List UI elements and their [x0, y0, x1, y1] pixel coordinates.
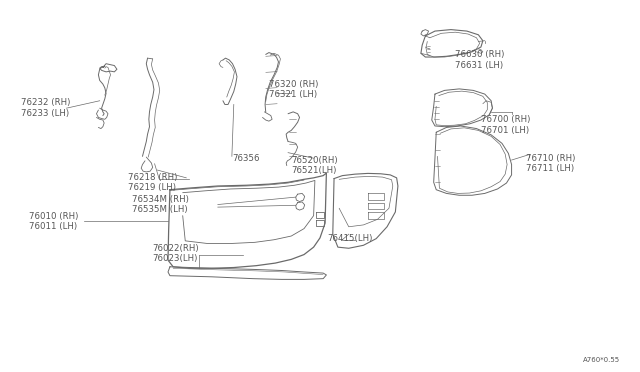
Text: A760*0.55: A760*0.55 [583, 357, 620, 363]
Text: 76700 (RH)
76701 (LH): 76700 (RH) 76701 (LH) [481, 115, 531, 135]
Text: 76710 (RH)
76711 (LH): 76710 (RH) 76711 (LH) [525, 154, 575, 173]
Text: 76218 (RH)
76219 (LH): 76218 (RH) 76219 (LH) [129, 173, 178, 192]
Text: 76520(RH)
76521(LH): 76520(RH) 76521(LH) [291, 156, 338, 175]
Text: 76534M (RH)
76535M (LH): 76534M (RH) 76535M (LH) [132, 195, 189, 214]
Text: 76415(LH): 76415(LH) [328, 234, 373, 243]
Text: 76232 (RH)
76233 (LH): 76232 (RH) 76233 (LH) [21, 99, 70, 118]
Text: 76022(RH)
76023(LH): 76022(RH) 76023(LH) [153, 244, 199, 263]
Text: 76630 (RH)
76631 (LH): 76630 (RH) 76631 (LH) [456, 50, 505, 70]
Text: 76010 (RH)
76011 (LH): 76010 (RH) 76011 (LH) [29, 212, 79, 231]
Text: 76356: 76356 [232, 154, 259, 163]
Text: 76320 (RH)
76321 (LH): 76320 (RH) 76321 (LH) [269, 80, 318, 99]
